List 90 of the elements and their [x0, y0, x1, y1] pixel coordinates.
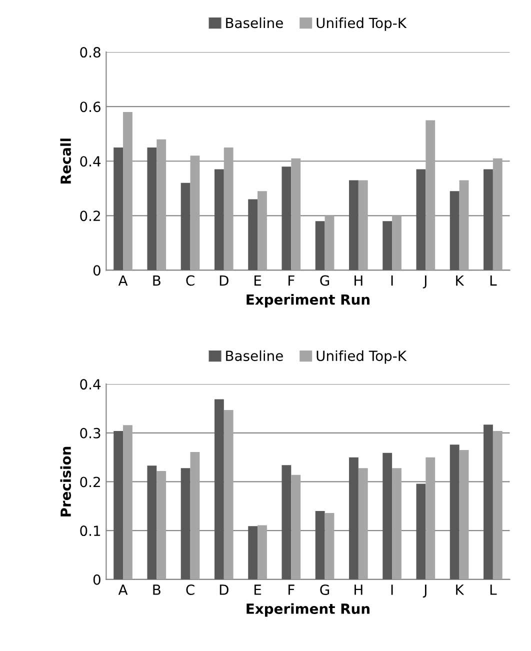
bar: [190, 156, 200, 270]
y-tick-label: 0.2: [80, 210, 100, 222]
bar: [258, 525, 267, 580]
x-tick-label: B: [153, 584, 160, 595]
x-tick-label: L: [490, 275, 497, 286]
x-tick-label: A: [118, 275, 128, 286]
bar: [358, 468, 368, 580]
bar: [492, 158, 502, 270]
bar: [382, 452, 392, 580]
x-tick-label: F: [288, 275, 294, 286]
bar: [459, 180, 469, 270]
x-tick-label: K: [456, 275, 464, 286]
x-tick-label: H: [354, 275, 362, 286]
x-tick-label: E: [254, 275, 262, 286]
y-tick-label: 0: [93, 574, 100, 585]
bar: [392, 468, 402, 580]
x-tick-label: F: [288, 584, 294, 595]
x-tick-label: K: [456, 584, 464, 595]
x-tick-label: D: [220, 584, 228, 595]
bar: [349, 457, 358, 580]
bar: [315, 221, 325, 270]
y-tick-label: 0.2: [80, 476, 100, 488]
legend-label: Unified Top-K: [316, 350, 407, 364]
bar: [492, 430, 502, 580]
x-tick-label: G: [320, 275, 330, 286]
bar: [291, 158, 301, 270]
bar: [156, 139, 166, 270]
x-tick-label: J: [422, 275, 426, 288]
bar: [282, 465, 292, 580]
bar: [180, 182, 190, 270]
bar: [248, 199, 258, 270]
x-tick-label: A: [118, 584, 128, 595]
bar: [416, 484, 426, 580]
bar: [324, 216, 334, 270]
bar: [416, 169, 426, 270]
y-tick-label: 0.3: [80, 428, 100, 438]
x-tick-label: B: [153, 275, 160, 286]
legend-label: Baseline: [226, 17, 283, 28]
x-tick-label: C: [186, 584, 194, 595]
bar: [147, 466, 157, 580]
legend-label: Unified Top-K: [316, 17, 407, 31]
bar: [214, 399, 224, 580]
y-tick-label: 0: [93, 265, 100, 276]
y-tick-label: 0.4: [80, 156, 101, 167]
bar: [224, 147, 234, 270]
bar: [248, 526, 258, 580]
x-tick-label: E: [254, 584, 262, 595]
bar: [484, 169, 493, 270]
bar: [282, 166, 292, 270]
bar: [114, 430, 124, 580]
bar: [147, 147, 157, 270]
bar: [114, 147, 124, 270]
bar: [382, 221, 392, 270]
bar: [291, 474, 301, 580]
bar: [450, 191, 460, 270]
y-axis-title: Precision: [60, 446, 72, 516]
x-tick-label: I: [391, 584, 393, 595]
bar: [123, 425, 132, 580]
bar: [426, 457, 436, 580]
bar: [214, 169, 224, 270]
x-tick-label: D: [220, 275, 228, 286]
x-tick-label: H: [354, 584, 362, 595]
bar: [258, 191, 267, 270]
y-tick-label: 0.6: [80, 102, 100, 112]
x-tick-label: J: [422, 584, 426, 598]
bar: [484, 424, 493, 580]
x-tick-label: I: [391, 275, 393, 286]
bar: [324, 512, 334, 580]
x-tick-label: L: [490, 584, 497, 595]
bar: [450, 444, 460, 580]
x-axis-title: Experiment Run: [246, 603, 370, 617]
bar: [459, 450, 469, 580]
x-tick-label: G: [320, 584, 330, 595]
bar: [123, 112, 132, 270]
bar: [224, 410, 234, 580]
bar: [426, 120, 436, 270]
bar: [349, 180, 358, 270]
bar: [315, 511, 325, 580]
y-tick-label: 0.4: [80, 379, 101, 390]
bar: [358, 180, 368, 270]
y-tick-label: 0.8: [80, 47, 100, 58]
y-tick-label: 0.1: [80, 526, 100, 536]
legend-label: Baseline: [226, 350, 283, 362]
y-axis-title: Recall: [60, 138, 72, 184]
x-tick-label: C: [186, 275, 194, 286]
bar: [190, 452, 200, 580]
bar: [392, 216, 402, 270]
x-axis-title: Experiment Run: [246, 294, 370, 308]
bar: [156, 471, 166, 580]
bar: [180, 468, 190, 580]
